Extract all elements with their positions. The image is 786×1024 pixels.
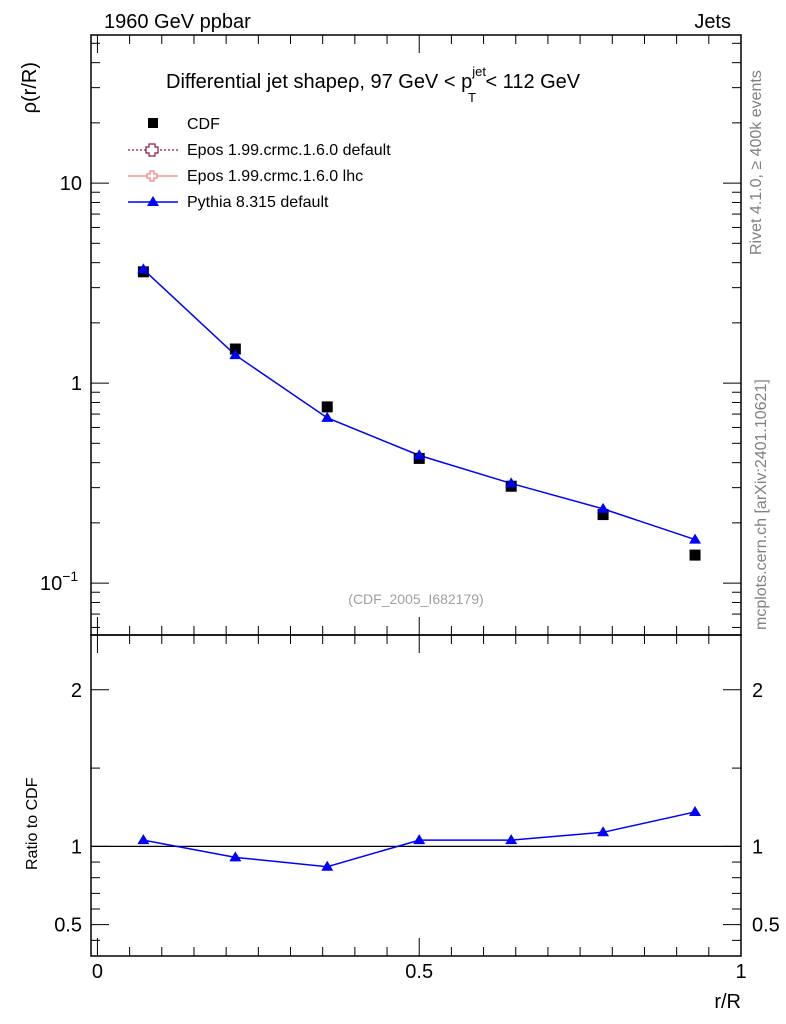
- title-sub: T: [468, 90, 476, 105]
- ratio-ytick-label-right: 1: [752, 836, 763, 858]
- main-data: [137, 263, 702, 561]
- legend: CDF Epos 1.99.crmc.1.6.0 default Epos 1.…: [128, 116, 391, 211]
- ratio-pythia-point: [505, 834, 518, 845]
- ratio-pythia-point: [689, 805, 702, 816]
- pythia-line: [142, 268, 696, 541]
- ratio-ytick-label-right: 2: [752, 680, 763, 702]
- cdf-point: [597, 509, 609, 521]
- main-ylabel: ρ(r/R): [19, 62, 41, 113]
- main-ytick-label: 1: [71, 373, 82, 395]
- xtick-label: 1: [735, 961, 746, 983]
- cdf-point: [689, 549, 701, 561]
- ratio-ytick-label: 1: [71, 836, 82, 858]
- pythia-point: [505, 477, 518, 488]
- pythia-point: [413, 449, 426, 460]
- header-right: Jets: [694, 11, 731, 33]
- legend-epos-default-label: Epos 1.99.crmc.1.6.0 default: [187, 142, 391, 159]
- rivet-label: Rivet 4.1.0, ≥ 400k events: [748, 70, 765, 255]
- ratio-ylabel: Ratio to CDF: [24, 777, 41, 870]
- ratio-pythia-point: [597, 826, 610, 837]
- pythia-point: [321, 411, 334, 422]
- ratio-panel: 2 2 1 1 0.5 0.5 0 0.5 1 Ratio to CDF r/R: [24, 634, 780, 1013]
- legend-epos-default-marker: [145, 143, 159, 157]
- legend-epos-lhc-marker: [146, 170, 158, 182]
- main-panel: 10 1 10−1 ρ(r/R) Differential jet shapeρ, …: [19, 34, 742, 636]
- cdf-point: [321, 401, 333, 413]
- ratio-pythia-point: [413, 834, 426, 845]
- legend-cdf-label: CDF: [187, 116, 220, 133]
- ratio-ytick-label: 2: [71, 680, 82, 702]
- watermark: (CDF_2005_I682179): [348, 591, 483, 607]
- legend-cdf-marker: [148, 118, 158, 128]
- title-main: Differential jet shapeρ, 97 GeV < p: [166, 71, 472, 93]
- cdf-point: [229, 343, 241, 355]
- legend-pythia-marker: [147, 196, 159, 206]
- ratio-ytick-label: 0.5: [54, 915, 82, 937]
- ratio-ticks: 2 2 1 1 0.5 0.5 0 0.5 1: [54, 635, 780, 983]
- main-ytick-label: 10−1: [40, 568, 78, 595]
- ratio-data: [91, 805, 741, 871]
- xlabel: r/R: [714, 991, 741, 1013]
- xtick-label: 0.5: [405, 961, 433, 983]
- header-left: 1960 GeV ppbar: [104, 11, 251, 33]
- ratio-pythia-point: [321, 860, 334, 871]
- pythia-point: [597, 502, 610, 513]
- legend-epos-lhc-label: Epos 1.99.crmc.1.6.0 lhc: [187, 168, 363, 185]
- pythia-point: [229, 349, 242, 360]
- xtick-label: 0: [92, 961, 103, 983]
- legend-pythia-label: Pythia 8.315 default: [187, 194, 329, 211]
- ratio-pythia-point: [229, 851, 242, 862]
- pythia-point: [689, 533, 702, 544]
- main-title: Differential jet shapeρ, 97 GeV < pjet T …: [166, 64, 581, 105]
- title-tail: < 112 GeV: [480, 71, 581, 93]
- ratio-ytick-label-right: 0.5: [752, 915, 780, 937]
- pythia-point: [137, 263, 150, 274]
- main-ytick-label: 10: [60, 173, 82, 195]
- main-ticks: 10 1 10−1: [40, 35, 742, 635]
- ratio-pythia-point: [137, 834, 150, 845]
- ratio-frame: [90, 634, 742, 957]
- mcplots-label: mcplots.cern.ch [arXiv:2401.10621]: [753, 379, 770, 630]
- title-sup: jet: [471, 64, 486, 79]
